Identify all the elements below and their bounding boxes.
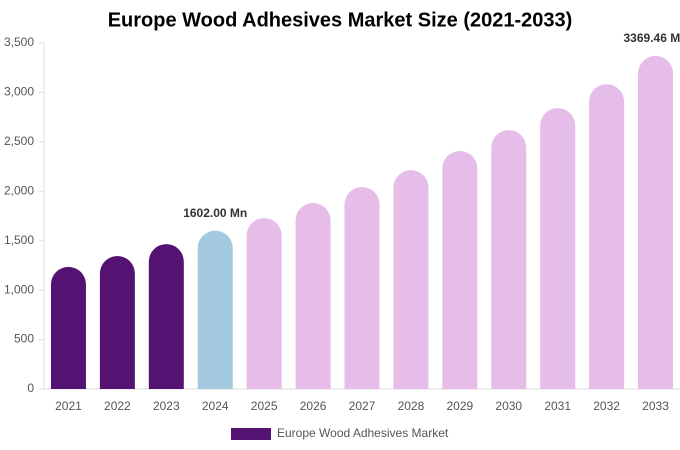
bar: [393, 170, 429, 389]
value-label: 3369.46 Mn: [624, 31, 680, 45]
y-tick-label: 3,000: [4, 85, 34, 99]
chart-title: Europe Wood Adhesives Market Size (2021-…: [108, 9, 573, 31]
bar: [148, 244, 184, 389]
x-tick-label: 2023: [153, 399, 180, 413]
bar: [442, 151, 478, 389]
x-tick-label: 2033: [642, 399, 669, 413]
y-tick-label: 3,500: [4, 35, 34, 49]
bar: [99, 256, 135, 389]
bar: [197, 230, 233, 389]
x-tick-label: 2028: [398, 399, 425, 413]
bar: [295, 203, 331, 389]
x-tick-label: 2027: [349, 399, 376, 413]
bar: [589, 84, 625, 389]
x-tick-label: 2030: [495, 399, 522, 413]
legend-label: Europe Wood Adhesives Market: [277, 426, 449, 440]
x-tick-label: 2026: [300, 399, 327, 413]
bar: [491, 130, 527, 390]
legend-swatch: [231, 428, 271, 440]
x-tick-label: 2022: [104, 399, 131, 413]
bar: [246, 218, 282, 389]
x-tick-label: 2029: [446, 399, 473, 413]
bar: [540, 108, 576, 390]
x-tick-label: 2024: [202, 399, 229, 413]
y-tick-label: 2,000: [4, 183, 34, 197]
bar: [344, 187, 380, 389]
y-tick-label: 1,000: [4, 282, 34, 296]
bar: [638, 55, 674, 389]
y-tick-label: 500: [14, 332, 34, 346]
bar: [50, 266, 86, 389]
y-tick-label: 2,500: [4, 134, 34, 148]
x-tick-label: 2032: [593, 399, 620, 413]
x-tick-label: 2021: [55, 399, 82, 413]
y-tick-label: 1,500: [4, 233, 34, 247]
value-label: 1602.00 Mn: [183, 206, 247, 220]
x-tick-label: 2025: [251, 399, 278, 413]
y-tick-label: 0: [27, 381, 34, 395]
x-tick-label: 2031: [544, 399, 571, 413]
